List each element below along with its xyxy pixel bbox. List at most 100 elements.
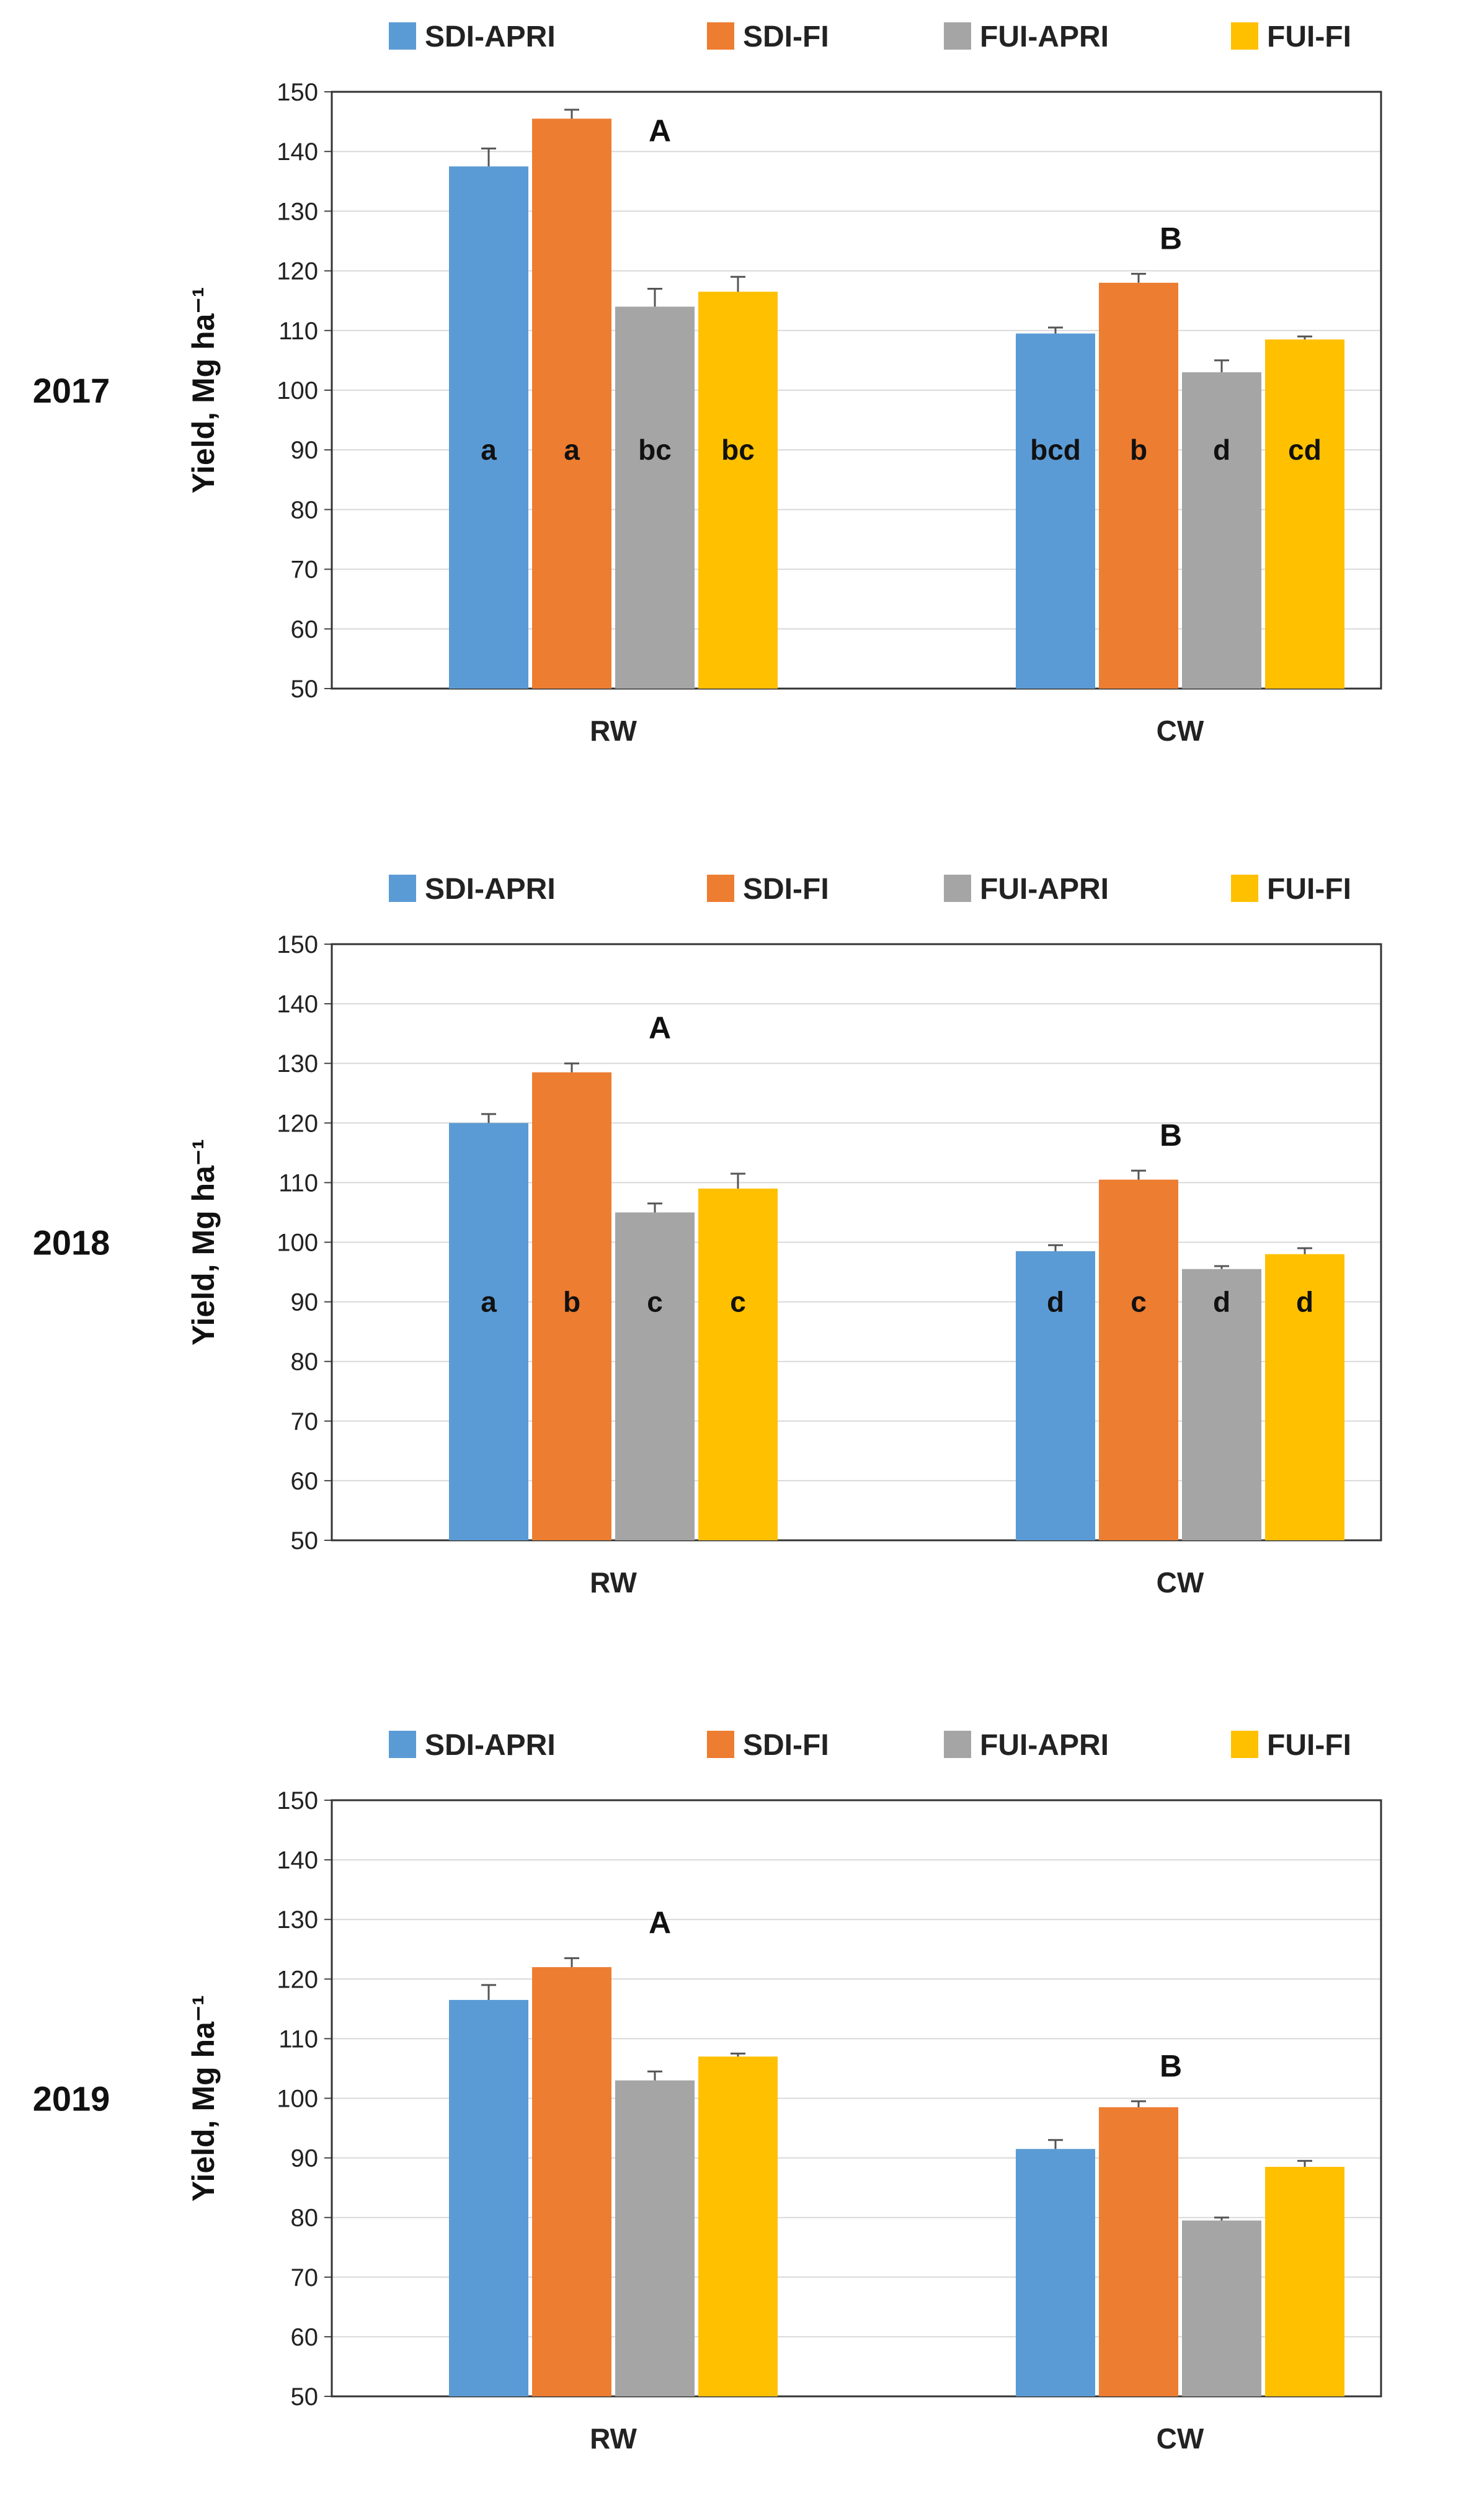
y-tick-label: 110	[278, 318, 318, 345]
bar-significance-label: bcd	[1030, 434, 1081, 466]
bar-significance-label: d	[1047, 1286, 1064, 1318]
bar-significance-label: a	[564, 434, 580, 466]
bar-significance-label: c	[730, 1286, 746, 1318]
y-tick-label: 80	[291, 496, 319, 524]
y-tick-label: 150	[277, 931, 318, 958]
bar-significance-label: b	[563, 1286, 580, 1318]
y-tick-label: 70	[291, 556, 319, 584]
bar-significance-label: d	[1213, 434, 1230, 466]
group-significance-letter: B	[1160, 2048, 1182, 2083]
bar-significance-label: a	[481, 434, 497, 466]
y-tick-label: 80	[291, 1349, 319, 1376]
legend-swatch	[1231, 1731, 1258, 1758]
y-tick-label: 110	[278, 1169, 318, 1197]
bar-significance-label: c	[647, 1286, 663, 1318]
bar	[615, 306, 695, 689]
bar-significance-label: d	[1296, 1286, 1313, 1318]
bar-significance-label: c	[1131, 1286, 1147, 1318]
group-significance-letter: A	[649, 1011, 671, 1045]
bar	[449, 1123, 528, 1540]
bar-significance-label: d	[1213, 1286, 1230, 1318]
x-category-label: CW	[1157, 2422, 1204, 2455]
legend-swatch	[1231, 22, 1258, 50]
bar	[698, 2056, 778, 2396]
legend-label: FUI-APRI	[980, 20, 1109, 53]
legend-label: SDI-FI	[743, 20, 829, 53]
group-significance-letter: A	[649, 114, 671, 148]
legend-swatch	[707, 875, 734, 902]
x-category-label: CW	[1157, 715, 1204, 747]
group-significance-letter: B	[1160, 1118, 1182, 1153]
bar	[1265, 339, 1344, 689]
y-tick-label: 100	[277, 1230, 318, 1257]
bar	[1265, 2167, 1344, 2396]
y-tick-label: 50	[291, 1527, 319, 1555]
legend-label: SDI-FI	[743, 873, 829, 906]
legend-swatch	[389, 22, 416, 50]
bar	[532, 1072, 611, 1540]
bar	[1265, 1254, 1344, 1540]
bar	[1099, 2107, 1178, 2396]
y-tick-label: 130	[277, 1906, 318, 1934]
plot-area	[331, 91, 1382, 690]
bar	[698, 292, 778, 689]
bar	[615, 1212, 695, 1540]
y-tick-label: 120	[277, 1110, 318, 1137]
plot-area	[331, 943, 1382, 1542]
legend-swatch	[944, 875, 971, 902]
bar	[1182, 1269, 1261, 1540]
bar-significance-label: a	[481, 1286, 497, 1318]
bar	[1099, 282, 1178, 689]
bar	[532, 118, 611, 689]
legend-label: SDI-FI	[743, 1729, 829, 1762]
bar	[698, 1189, 778, 1540]
x-category-label: RW	[590, 715, 637, 747]
y-tick-label: 140	[277, 138, 318, 166]
y-tick-label: 90	[291, 1289, 319, 1316]
x-category-label: RW	[590, 2422, 637, 2455]
y-tick-label: 80	[291, 2205, 319, 2232]
legend-label: FUI-FI	[1267, 20, 1351, 53]
legend-swatch	[944, 1731, 971, 1758]
y-tick-label: 50	[291, 2383, 319, 2411]
legend-label: FUI-APRI	[980, 873, 1109, 906]
y-tick-label: 60	[291, 616, 319, 643]
legend-swatch	[707, 22, 734, 50]
y-tick-label: 150	[277, 1787, 318, 1814]
chart-panel-2018: SDI-APRI SDI-FI FUI-APRI FUI-FI 50 60 70 80 90 10…	[33, 873, 1382, 1599]
bar	[1099, 1179, 1178, 1540]
legend-label: FUI-APRI	[980, 1729, 1109, 1762]
y-axis-label: Yield, Mg ha⁻¹	[186, 1139, 221, 1346]
bar	[532, 1967, 611, 2396]
bar	[1016, 2149, 1095, 2396]
legend-label: SDI-APRI	[425, 1729, 556, 1762]
y-axis-label: Yield, Mg ha⁻¹	[186, 1995, 221, 2202]
bar	[449, 166, 528, 689]
year-label: 2018	[33, 1223, 110, 1262]
bar	[1182, 2220, 1261, 2396]
y-tick-label: 150	[277, 79, 318, 106]
y-tick-label: 120	[277, 258, 318, 285]
y-tick-label: 100	[277, 2086, 318, 2113]
legend-swatch	[389, 875, 416, 902]
legend-label: FUI-FI	[1267, 873, 1351, 906]
chart-panel-2019: SDI-APRI SDI-FI FUI-APRI FUI-FI 50 60 70 80 90 10…	[33, 1729, 1382, 2455]
x-category-label: RW	[590, 1566, 637, 1599]
year-label: 2019	[33, 2079, 110, 2118]
bar	[1016, 333, 1095, 689]
bar-significance-label: cd	[1288, 434, 1322, 466]
y-tick-label: 90	[291, 2145, 319, 2172]
legend-label: SDI-APRI	[425, 20, 556, 53]
y-tick-label: 140	[277, 991, 318, 1018]
legend-swatch	[1231, 875, 1258, 902]
legend-swatch	[707, 1731, 734, 1758]
y-tick-label: 90	[291, 437, 319, 464]
y-axis-label: Yield, Mg ha⁻¹	[186, 287, 221, 494]
y-tick-label: 60	[291, 2324, 319, 2351]
x-category-label: CW	[1157, 1566, 1204, 1599]
legend-swatch	[389, 1731, 416, 1758]
group-significance-letter: A	[649, 1906, 671, 1940]
bar	[1182, 372, 1261, 689]
